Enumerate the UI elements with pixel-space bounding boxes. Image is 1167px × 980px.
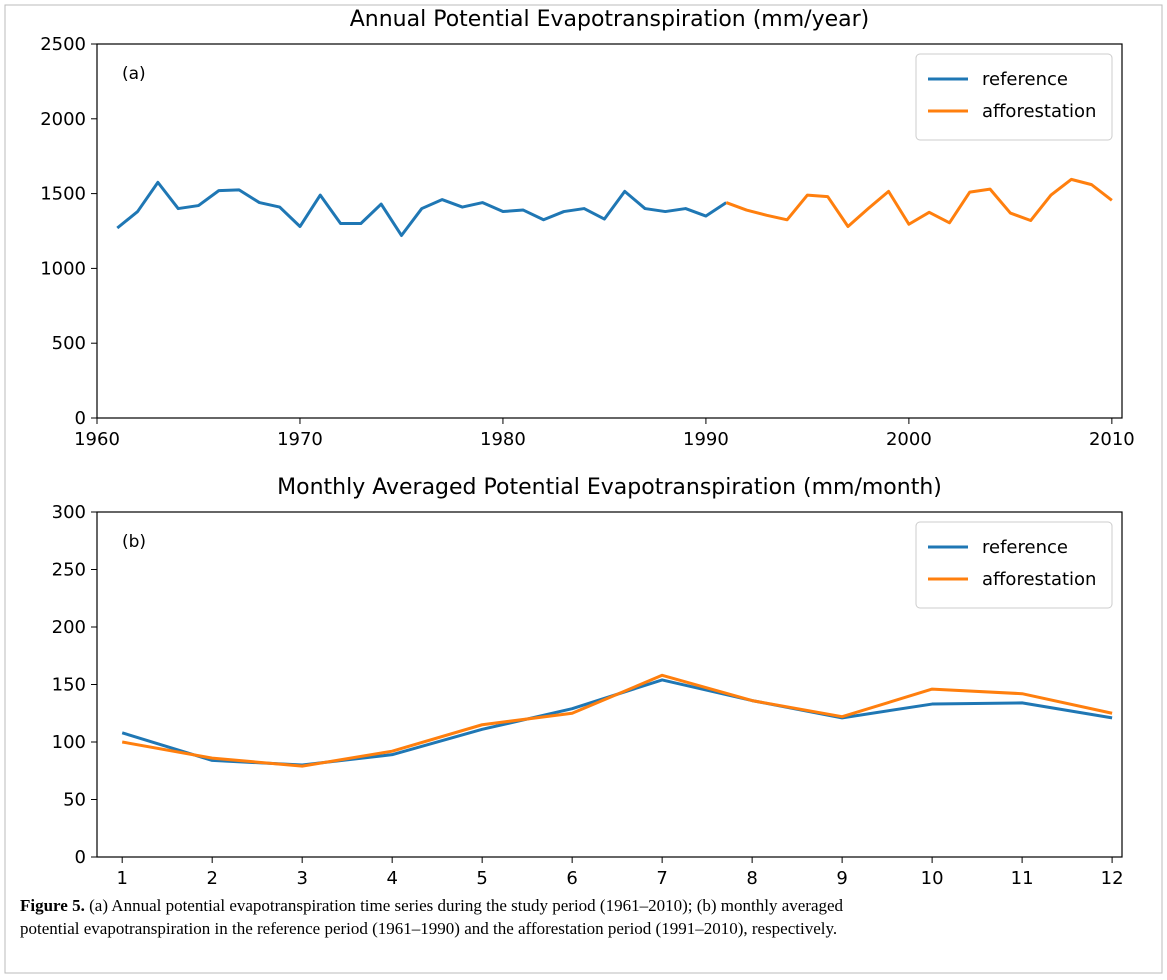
series-line (116, 180, 728, 237)
x-tick-label: 10 (921, 868, 944, 889)
x-tick-label: 5 (476, 868, 487, 889)
x-tick-label: 2 (206, 868, 217, 889)
caption: Figure 5. (a) Annual potential evapotran… (20, 894, 900, 940)
panel-label: (a) (122, 64, 146, 84)
x-tick-label: 1990 (683, 429, 729, 450)
x-tick-label: 2010 (1089, 429, 1135, 450)
x-tick-label: 1980 (480, 429, 526, 450)
series-line (725, 177, 1113, 229)
series-line (121, 673, 1113, 768)
panel-label: (b) (122, 532, 146, 552)
x-tick-label: 12 (1101, 868, 1124, 889)
legend-label: afforestation (982, 569, 1096, 590)
x-tick-label: 1970 (277, 429, 323, 450)
x-tick-label: 2000 (886, 429, 932, 450)
x-tick-label: 3 (296, 868, 307, 889)
y-tick-label: 2000 (40, 109, 86, 130)
y-tick-label: 150 (52, 675, 86, 696)
axes-frame (96, 511, 1123, 858)
x-tick-label: 8 (746, 868, 757, 889)
legend-label: reference (982, 69, 1068, 90)
caption-text: (a) Annual potential evapotranspiration … (20, 896, 844, 938)
figure-border (4, 4, 1163, 974)
y-tick-label: 1000 (40, 258, 86, 279)
legend-frame (915, 53, 1113, 141)
y-tick-label: 500 (52, 333, 86, 354)
caption-label: Figure 5. (20, 896, 85, 915)
x-tick-label: 1 (116, 868, 127, 889)
y-tick-label: 300 (52, 502, 86, 523)
chart-title: Monthly Averaged Potential Evapotranspir… (277, 475, 942, 500)
y-tick-label: 200 (52, 617, 86, 638)
x-tick-label: 7 (656, 868, 667, 889)
y-tick-label: 0 (75, 408, 86, 429)
x-tick-label: 1960 (74, 429, 120, 450)
legend-frame (915, 521, 1113, 609)
x-tick-label: 11 (1011, 868, 1034, 889)
x-tick-label: 4 (386, 868, 397, 889)
y-tick-label: 1500 (40, 184, 86, 205)
y-tick-label: 0 (75, 847, 86, 868)
axes-frame (96, 43, 1123, 419)
y-tick-label: 2500 (40, 34, 86, 55)
legend-label: afforestation (982, 101, 1096, 122)
legend-label: reference (982, 537, 1068, 558)
y-tick-label: 100 (52, 732, 86, 753)
y-tick-label: 50 (63, 790, 86, 811)
x-tick-label: 9 (836, 868, 847, 889)
chart-title: Annual Potential Evapotranspiration (mm/… (350, 7, 869, 32)
y-tick-label: 250 (52, 560, 86, 581)
x-tick-label: 6 (566, 868, 577, 889)
